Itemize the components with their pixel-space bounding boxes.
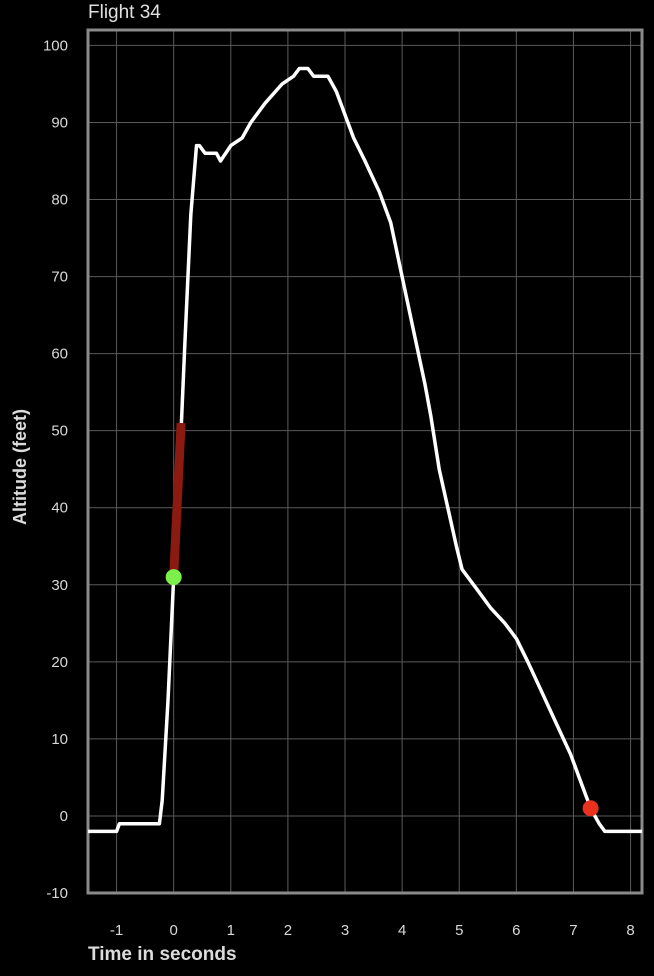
y-tick-label: 0 [60,808,68,825]
y-tick-label: 90 [51,114,68,131]
chart-title: Flight 34 [88,2,161,23]
x-tick-label: 0 [169,922,177,939]
x-tick-label: 3 [341,922,349,939]
y-tick-label: 20 [51,654,68,671]
y-tick-label: 40 [51,500,68,517]
end-marker [582,800,599,817]
altitude-series-line [88,66,642,834]
highlight-segment [169,422,186,578]
x-tick-label: -1 [110,922,123,939]
x-tick-label: 8 [626,922,634,939]
start-marker [165,569,182,586]
y-tick-label: 100 [43,37,68,54]
y-tick-label: 80 [51,192,68,209]
y-tick-label: 70 [51,269,68,286]
x-tick-label: 2 [284,922,292,939]
x-tick-label: 1 [227,922,235,939]
plot-frame [86,28,644,895]
x-tick-label: 7 [569,922,577,939]
y-tick-label: 50 [51,423,68,440]
y-tick-label: 60 [51,346,68,363]
y-tick-label: 30 [51,577,68,594]
x-tick-label: 6 [512,922,520,939]
x-tick-label: 5 [455,922,463,939]
x-axis-label: Time in seconds [88,944,237,965]
x-tick-label: 4 [398,922,406,939]
y-tick-label: -10 [46,885,68,902]
y-tick-label: 10 [51,731,68,748]
